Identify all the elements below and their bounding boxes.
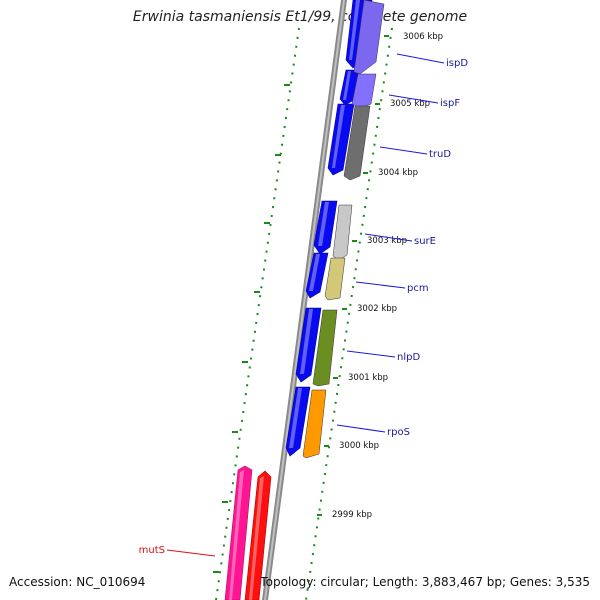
gene-label-nlpD[interactable]: nlpD — [397, 352, 420, 363]
gene-label-surE[interactable]: surE — [414, 236, 436, 247]
gene-nlpD — [312, 309, 338, 387]
gene-blue-4 — [313, 200, 338, 255]
gene-truD — [343, 105, 371, 181]
gene-label-ispD[interactable]: ispD — [446, 58, 468, 69]
mutS-genes — [224, 465, 272, 600]
gene-ispD — [353, 0, 385, 75]
position-label: 3004 kbp — [378, 168, 418, 178]
gene-label-pcm[interactable]: pcm — [407, 283, 429, 294]
reverse-strand-genes — [302, 0, 385, 459]
gene-red — [244, 470, 272, 600]
position-label: 3000 kbp — [339, 441, 379, 451]
label-leader-nlpD — [346, 350, 396, 358]
gene-label-truD[interactable]: truD — [429, 149, 451, 160]
position-label: 3001 kbp — [348, 373, 388, 383]
label-leader-mutS — [166, 549, 216, 557]
position-label: 3003 kbp — [367, 236, 407, 246]
major-ticks — [213, 84, 290, 573]
position-labels: 3006 kbp 3005 kbp 3004 kbp 3003 kbp 3002 kbp… — [317, 32, 443, 520]
gene-blue-5 — [305, 252, 329, 299]
forward-strand-highlights — [289, 0, 360, 448]
gene-label-rpoS[interactable]: rpoS — [387, 427, 410, 438]
inner-tick-track — [305, 27, 393, 600]
gene-surE — [332, 204, 353, 261]
accession-label: Accession: NC_010694 — [9, 575, 146, 589]
gene-labels: ispD ispF truD surE pcm nlpD rpoS mutS — [139, 53, 468, 557]
gene-blue-3 — [327, 103, 355, 176]
label-leader-ispD — [396, 53, 445, 64]
label-leader-truD — [379, 146, 428, 155]
label-leader-rpoS — [336, 424, 386, 433]
position-label: 2999 kbp — [332, 510, 372, 520]
gene-pcm — [324, 257, 346, 301]
gene-rpoS — [302, 389, 327, 459]
gene-magenta — [224, 465, 253, 600]
outer-tick-track — [215, 27, 300, 600]
gene-blue-7 — [285, 386, 311, 457]
gene-label-ispF[interactable]: ispF — [440, 98, 460, 109]
gene-label-mutS[interactable]: mutS — [139, 545, 165, 556]
position-label: 3005 kbp — [390, 99, 430, 109]
label-leader-surE — [364, 233, 413, 242]
label-leader-pcm — [355, 281, 406, 289]
label-leader-ispF — [388, 94, 439, 104]
topology-summary: Topology: circular; Length: 3,883,467 bp… — [260, 575, 590, 589]
backbone — [262, 0, 347, 600]
map-title: Erwinia tasmaniensis Et1/99, complete ge… — [132, 9, 468, 25]
position-label: 3002 kbp — [357, 304, 397, 314]
gene-blue-6 — [295, 307, 322, 383]
dotted-tick-tracks — [215, 27, 393, 600]
position-label: 3006 kbp — [403, 32, 443, 42]
